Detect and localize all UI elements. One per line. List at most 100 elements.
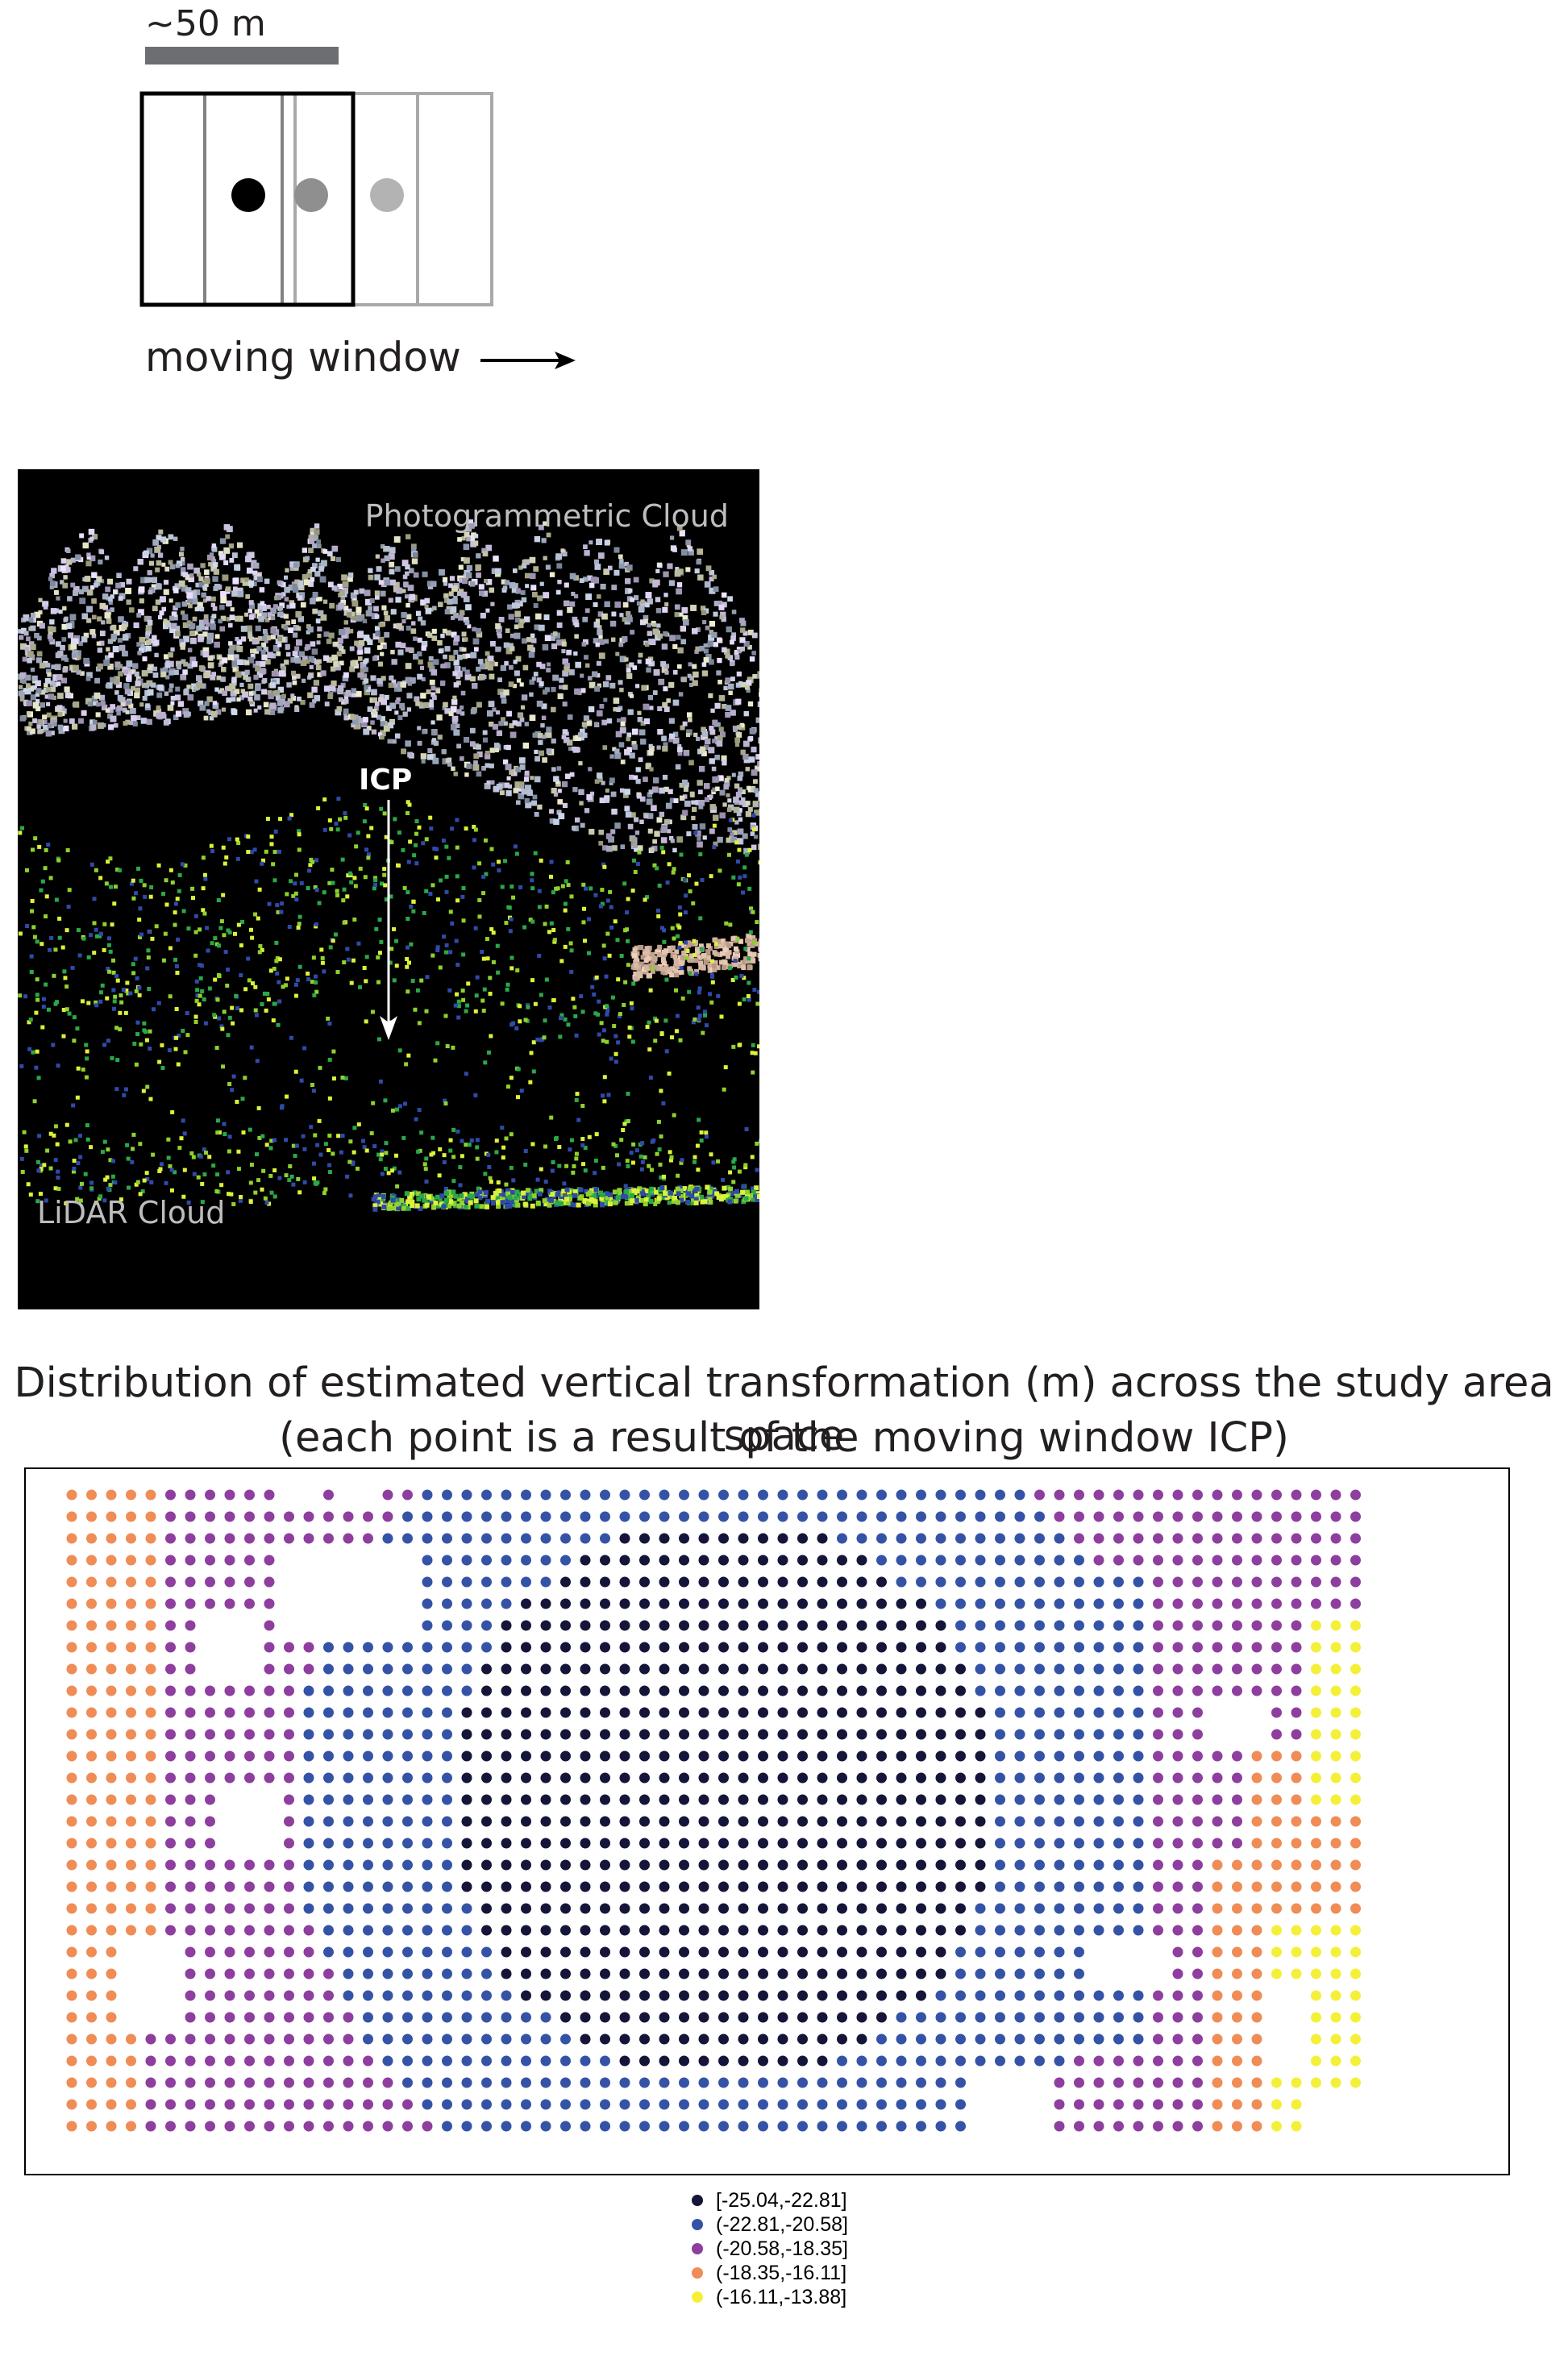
map-point [896,2099,907,2110]
map-point [1153,1663,1163,1675]
map-point [639,2012,650,2023]
map-point [185,1598,196,1609]
map-point [86,2099,97,2110]
map-point [975,1663,986,1675]
map-point [995,1772,1005,1784]
map-point [1153,1794,1163,1805]
map-point [1133,1772,1144,1784]
map-point [106,2033,117,2045]
map-point [1251,1838,1262,1849]
map-point [1153,1925,1163,1936]
map-point [1232,1620,1242,1631]
map-point [1153,2099,1163,2110]
map-point [876,2033,887,2045]
map-point [1074,2012,1084,2023]
map-point [521,1620,531,1631]
map-point [185,1794,196,1805]
map-point [758,1685,768,1696]
map-point [718,1620,729,1631]
map-point [1311,1729,1321,1740]
map-point [560,1750,571,1762]
map-point [659,1838,670,1849]
map-point [461,1881,472,1892]
map-point [402,1990,413,2001]
map-point [264,1729,275,1740]
map-point [1232,2077,1242,2088]
map-point [1232,1990,1242,2001]
map-point [1251,1685,1262,1696]
map-point [540,1794,551,1805]
map-point [323,2121,334,2132]
map-point [363,1990,373,2001]
map-point [86,1533,97,1544]
map-point [1133,1489,1144,1501]
map-point [442,1511,452,1522]
map-point [1034,1598,1045,1609]
map-point [935,1859,946,1871]
map-point [422,1576,433,1588]
map-point [145,1707,156,1718]
map-point [619,1620,630,1631]
icp-label: ICP [359,764,413,797]
map-point [1133,2077,1144,2088]
map-point [679,1489,689,1501]
map-point [1172,1489,1183,1501]
map-point [955,1489,966,1501]
map-title-line-2: (each point is a result of the moving wi… [279,1414,1289,1462]
map-point [1074,1598,1084,1609]
map-point [738,1946,749,1958]
map-point [560,2077,571,2088]
map-point [955,1881,966,1892]
map-point [916,2033,926,2045]
map-point [422,1707,433,1718]
map-point [1034,1816,1045,1827]
map-point [856,1750,867,1762]
map-point [876,1750,887,1762]
map-point [343,1772,354,1784]
map-point [185,1903,196,1914]
map-point [1311,1707,1321,1718]
map-point [363,1642,373,1653]
map-point [1113,1620,1124,1631]
map-point [916,1489,926,1501]
map-point [422,1816,433,1827]
map-point [975,2012,986,2023]
map-point [1014,1533,1025,1544]
map-point [1212,1903,1223,1914]
map-point [580,1750,591,1762]
map-point [580,1663,591,1675]
map-point [1330,1816,1341,1827]
map-point [1212,1881,1223,1892]
map-point [856,1642,867,1653]
map-point [363,1750,373,1762]
map-point [303,2033,314,2045]
map-point [995,1925,1005,1936]
map-point [560,2099,571,2110]
map-point [896,1489,907,1501]
map-point [422,2099,433,2110]
map-point [540,1750,551,1762]
map-point [738,1881,749,1892]
map-point [837,1533,847,1544]
map-point [1113,2099,1124,2110]
map-point [876,1729,887,1740]
map-point [1330,2055,1341,2067]
map-point [758,1816,768,1827]
map-point [975,1489,986,1501]
map-point [1014,1968,1025,1979]
map-point [856,2121,867,2132]
map-point [1350,1642,1361,1653]
map-point [1291,1685,1302,1696]
map-point [1133,1576,1144,1588]
map-point [145,1663,156,1675]
map-point [165,1598,176,1609]
map-point [106,1838,117,1849]
map-point [1153,1620,1163,1631]
map-point [777,1533,788,1544]
map-point [698,1511,709,1522]
map-point [402,1511,413,1522]
map-point [185,1620,196,1631]
map-point [126,1859,136,1871]
map-point [619,1663,630,1675]
map-point [1113,1511,1124,1522]
